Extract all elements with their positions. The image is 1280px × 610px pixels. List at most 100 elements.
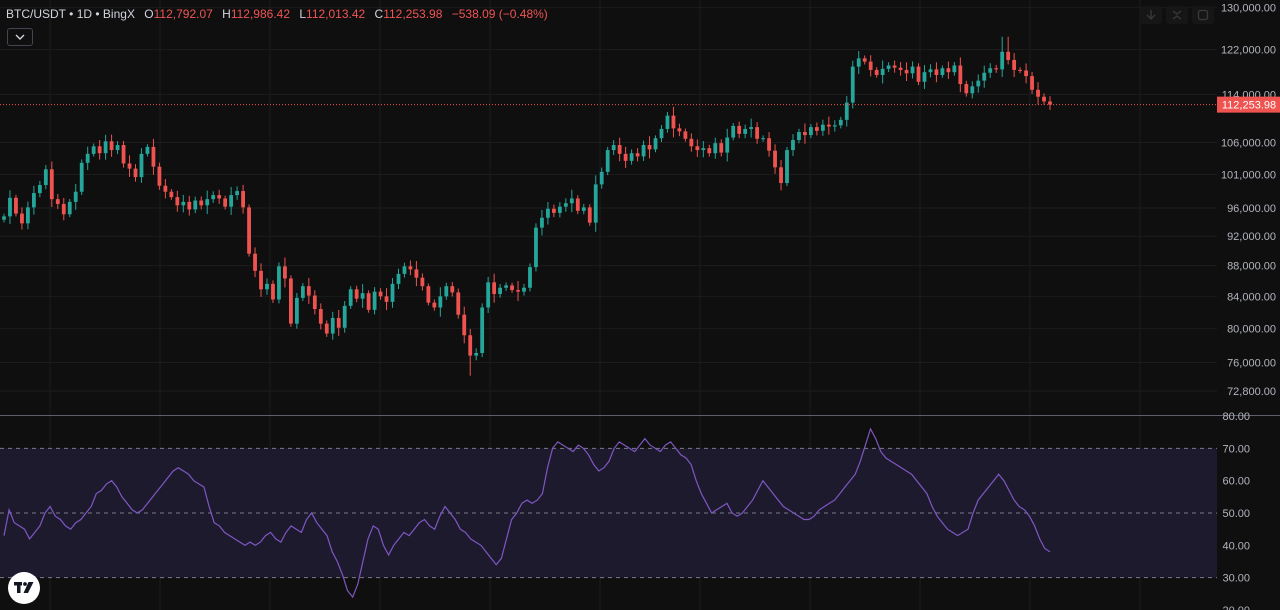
candle-body [1042,96,1046,102]
price-axis-label: 96,000.00 [1227,203,1276,215]
candle-body [1012,59,1017,70]
candle-body [360,293,365,299]
candle-body [1006,51,1011,60]
candle-body [289,278,293,324]
tradingview-logo[interactable] [8,572,40,604]
separator: • [95,7,100,21]
candle-body [199,200,204,206]
candle-body [241,191,245,208]
candle-body [737,125,742,134]
candle-body [73,191,78,202]
legend-collapse-button[interactable] [7,28,33,46]
rsi-axis-label: 40.00 [1222,540,1250,552]
candle-body [510,285,514,291]
candle-body [617,145,622,154]
candle-body [366,293,371,310]
candle-body [922,72,927,82]
open-value: 112,792.07 [153,7,213,21]
candle-body [450,286,455,293]
candle-body [659,128,664,139]
candle-body [229,195,234,207]
candle-body [312,295,317,310]
candle-body [767,138,771,151]
candle-body [151,146,156,167]
candle-body [504,285,508,288]
candle-body [719,143,724,153]
candle-body [378,291,383,297]
candle-body [121,145,126,164]
candle-body [330,317,335,334]
candle-body [133,168,138,178]
candle-body [432,302,437,308]
candle-body [402,266,407,274]
candle-body [318,309,323,324]
scroll-to-latest-button[interactable] [1140,6,1162,24]
change-value: −538.09 (−0.48%) [451,7,548,21]
candle-body [797,132,801,141]
candle-body [283,266,287,279]
candle-body [557,206,562,213]
candle-body [826,124,831,127]
last-price-label: 112,253.98 [1222,100,1276,112]
candle-body [761,138,765,140]
exchange[interactable]: BingX [102,7,135,21]
candle-body [982,72,987,81]
candle-body [587,207,592,223]
candle-body [115,145,120,151]
high-label: H [222,7,231,21]
candle-body [193,200,198,210]
candle-body [569,198,574,204]
candle-body [743,128,748,134]
candle-body [265,283,269,290]
candle-body [37,185,42,194]
candle-body [803,132,807,136]
candle-body [928,69,933,73]
chevron-down-icon [15,34,25,40]
rsi-axis-label: 70.00 [1222,443,1250,455]
price-axis-label: 80,000.00 [1227,324,1276,336]
candle-body [109,141,114,151]
price-axis-label: 122,000.00 [1221,45,1276,57]
collapse-arrows-icon [1172,10,1182,20]
candle-body [910,66,915,74]
price-axis-label: 106,000.00 [1221,138,1276,150]
candle-body [874,69,879,75]
candle-body [456,292,461,315]
candle-body [396,273,401,284]
collapse-pane-button[interactable] [1166,6,1188,24]
candle-body [294,297,299,324]
candle-body [342,305,347,328]
candle-body [731,125,736,138]
candle-body [844,102,849,120]
candle-body [605,150,610,172]
candle-body [635,153,640,157]
tradingview-logo-icon [14,582,34,593]
candle-body [324,323,329,334]
rsi-line [3,427,1051,599]
candle-body [474,353,479,356]
candle-body [498,287,503,294]
candle-body [384,296,389,302]
candle-body [235,191,240,196]
candle-body [785,150,789,184]
candle-body [163,185,168,192]
candle-body [611,145,616,151]
rsi-axis-label: 20.00 [1222,605,1250,610]
candle-body [647,145,652,150]
maximize-pane-button[interactable] [1192,6,1214,24]
candle-body [61,203,66,215]
candle-body [958,65,963,85]
candle-body [336,317,341,328]
symbol-name[interactable]: BTC/USDT [6,7,66,21]
candle-body [701,148,706,151]
candle-body [832,125,837,127]
candle-body [211,195,216,200]
candle-body [277,266,281,300]
candle-body [444,286,449,297]
interval[interactable]: 1D [76,7,93,21]
candle-body [157,166,162,186]
candle-body [540,217,544,228]
candle-body [1030,76,1034,90]
rsi-axis-label: 30.00 [1222,573,1250,585]
